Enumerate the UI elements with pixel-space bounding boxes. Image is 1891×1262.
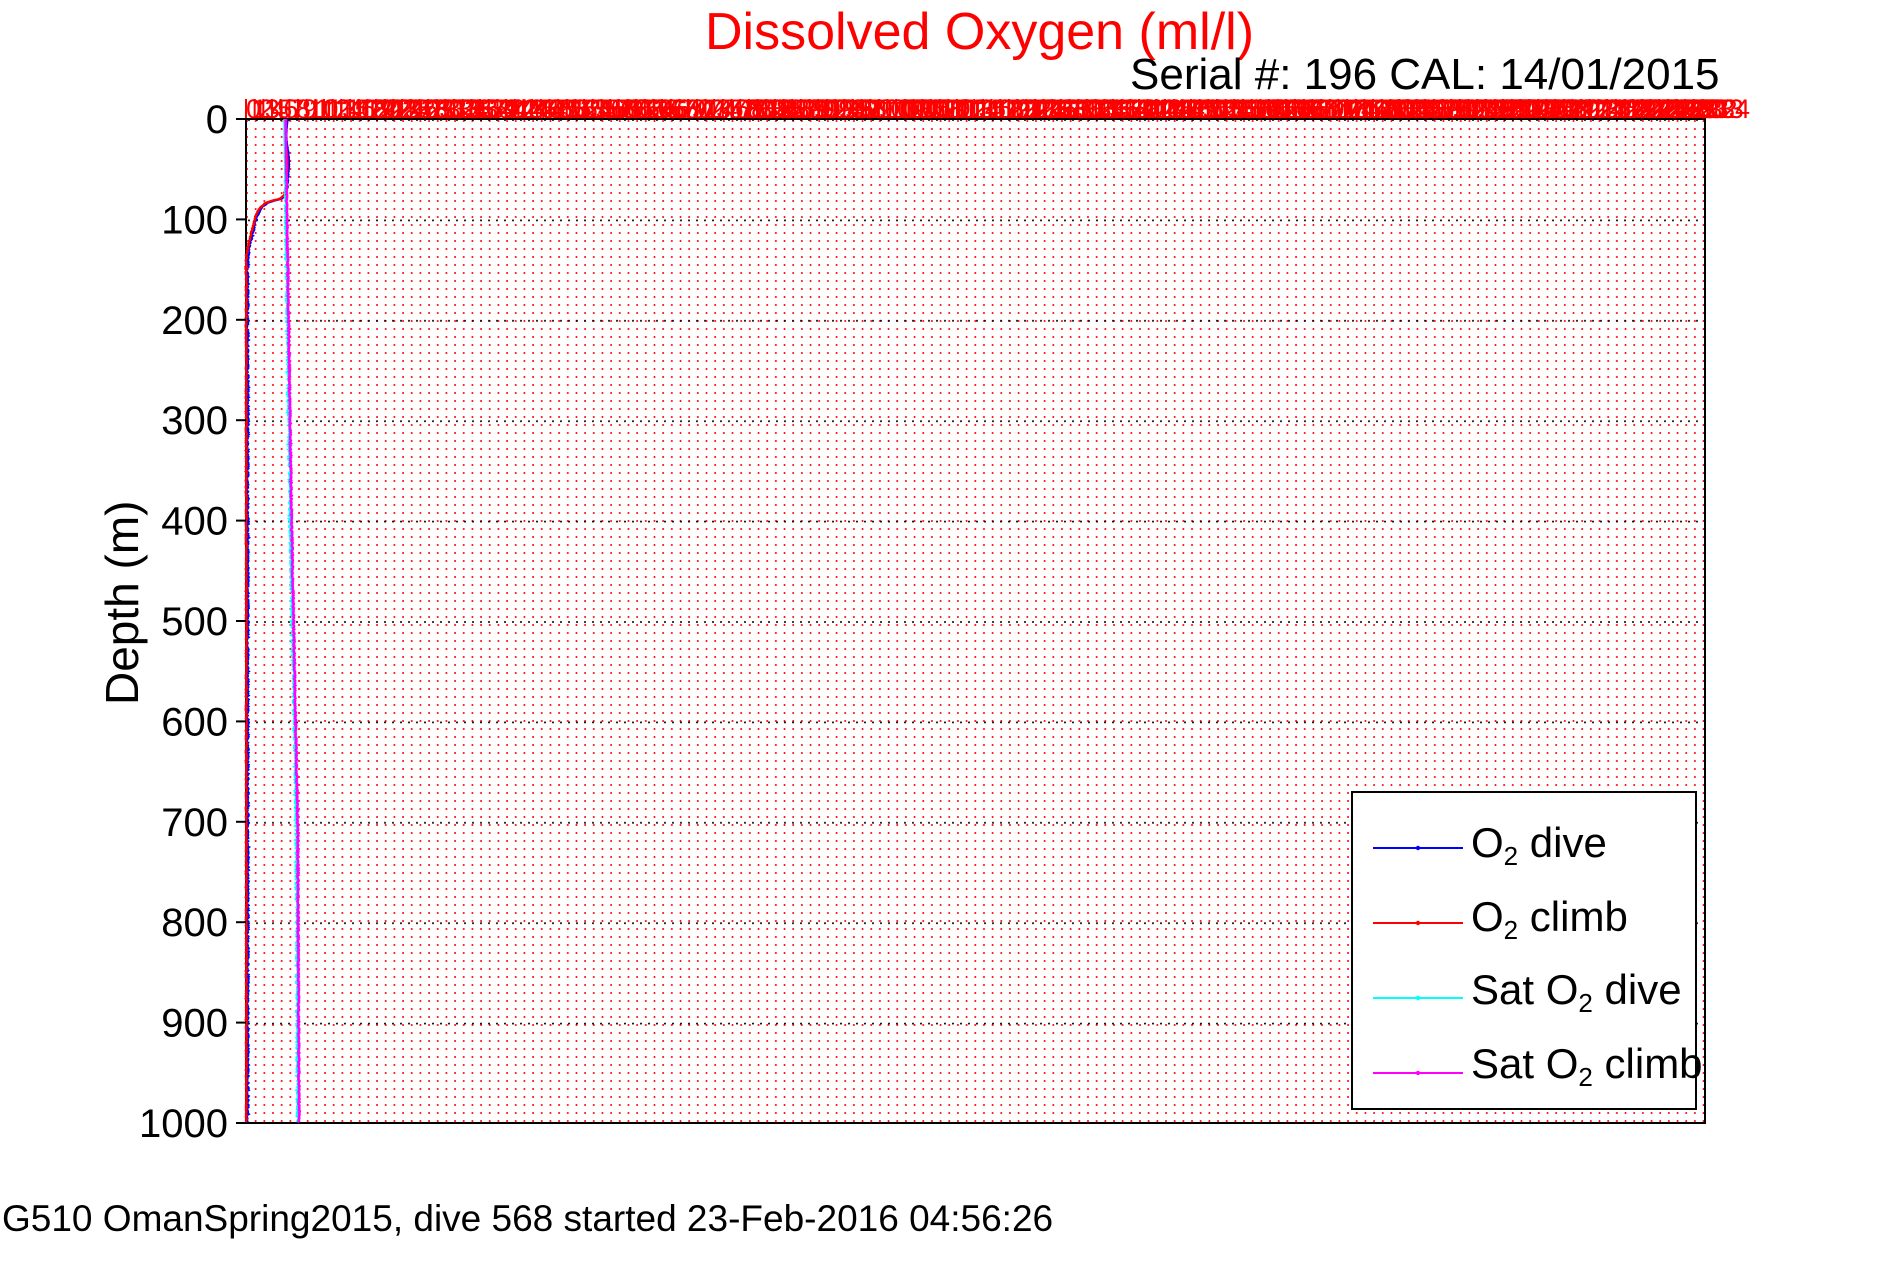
svg-text:234: 234 bbox=[1705, 94, 1750, 124]
